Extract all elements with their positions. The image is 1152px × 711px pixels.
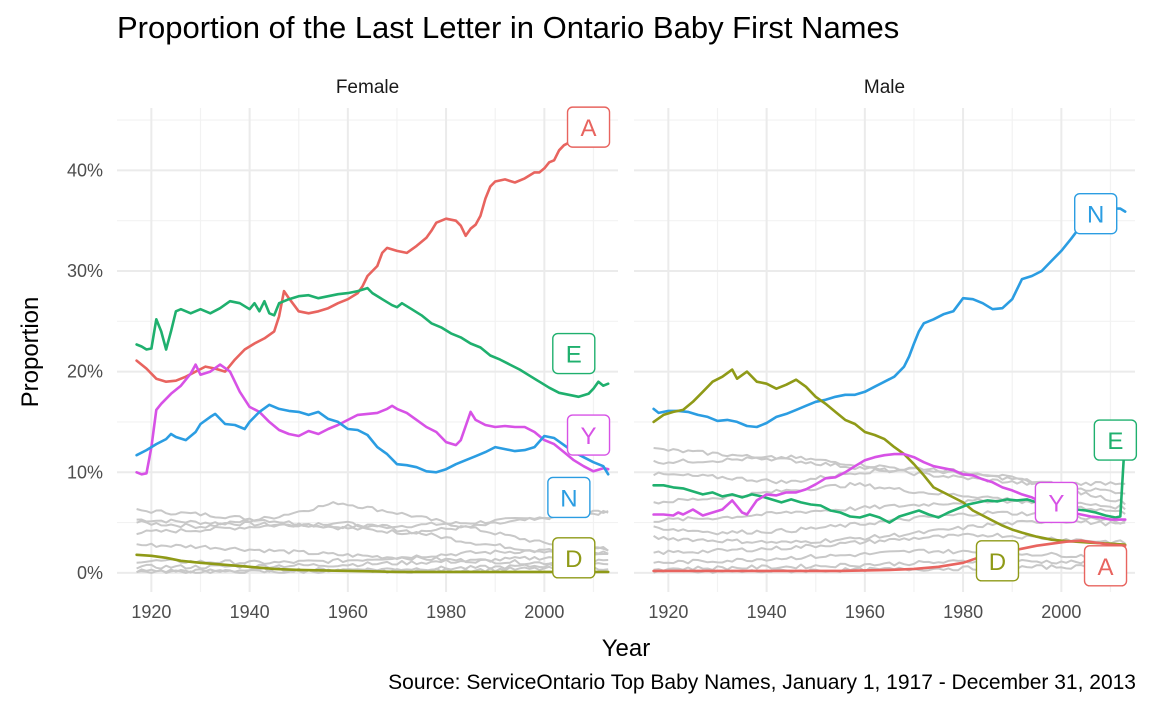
series-label-box bbox=[566, 106, 611, 148]
x-tick-label: 2000 bbox=[524, 602, 564, 622]
y-tick-label: 30% bbox=[67, 261, 103, 281]
facet-strip-label: Female bbox=[336, 77, 399, 98]
series-line-a bbox=[135, 122, 610, 383]
series-line-n bbox=[652, 207, 1127, 429]
y-tick-label: 0% bbox=[77, 563, 103, 583]
series-label-box bbox=[1074, 192, 1118, 235]
panel-female: Female 1920 1940 1960 1980 2000 0% 10% 20% 30% 40%… bbox=[67, 77, 618, 622]
series-label-e: E bbox=[1093, 419, 1138, 461]
x-tick-label: 1940 bbox=[747, 602, 787, 622]
x-tick-label: 1980 bbox=[943, 602, 983, 622]
x-tick-label: 2000 bbox=[1041, 602, 1081, 622]
other-letter-line bbox=[653, 548, 1126, 565]
series-label-n: N bbox=[547, 476, 591, 519]
series-label-n: N bbox=[1074, 192, 1118, 235]
panel-male: Male 1920 1940 1960 1980 2000 N D E Y A bbox=[634, 77, 1138, 622]
x-tick-label: 1960 bbox=[845, 602, 885, 622]
series-label-text: Y bbox=[1048, 490, 1064, 517]
series-label-box bbox=[552, 537, 596, 579]
series-label-y: Y bbox=[566, 414, 611, 456]
series-label-d: D bbox=[975, 540, 1020, 582]
facet-strip-label: Male bbox=[864, 77, 905, 98]
series-label-box bbox=[1034, 481, 1079, 524]
series-label-box bbox=[1083, 545, 1128, 587]
x-axis-title: Year bbox=[602, 635, 651, 662]
series-label-a: A bbox=[1083, 545, 1128, 587]
x-tick-label: 1940 bbox=[230, 602, 270, 622]
x-tick-label: 1920 bbox=[131, 602, 171, 622]
series-label-box bbox=[547, 476, 591, 519]
series-label-box bbox=[975, 540, 1020, 582]
x-tick-label: 1920 bbox=[648, 602, 688, 622]
y-tick-label: 20% bbox=[67, 362, 103, 382]
series-line-e bbox=[135, 286, 610, 399]
series-label-a: A bbox=[566, 106, 611, 148]
series-line-d bbox=[652, 368, 1127, 546]
series-label-text: E bbox=[566, 342, 582, 369]
y-tick-label: 10% bbox=[67, 462, 103, 482]
series-label-text: D bbox=[989, 549, 1006, 576]
other-letter-line bbox=[136, 553, 609, 570]
series-label-box bbox=[552, 332, 596, 375]
series-label-text: D bbox=[565, 546, 582, 573]
x-tick-label: 1980 bbox=[426, 602, 466, 622]
series-line-n bbox=[135, 403, 610, 476]
series-label-text: A bbox=[1098, 554, 1114, 581]
other-letter-line bbox=[653, 558, 1126, 572]
chart-caption: Source: ServiceOntario Top Baby Names, J… bbox=[388, 671, 1136, 694]
series-label-text: E bbox=[1107, 428, 1123, 455]
y-tick-label: 40% bbox=[67, 160, 103, 180]
series-label-text: N bbox=[560, 485, 577, 512]
series-label-text: N bbox=[1087, 202, 1104, 229]
series-label-box bbox=[566, 414, 611, 456]
y-axis-title: Proportion bbox=[17, 297, 44, 408]
other-letter-line bbox=[136, 508, 609, 536]
series-line-d bbox=[135, 553, 610, 574]
other-letter-line bbox=[136, 542, 609, 566]
chart-title: Proportion of the Last Letter in Ontario… bbox=[117, 10, 899, 45]
series-label-text: Y bbox=[581, 423, 597, 450]
series-label-y: Y bbox=[1034, 481, 1079, 524]
series-label-d: D bbox=[552, 537, 596, 579]
series-line-y bbox=[135, 363, 610, 476]
series-label-e: E bbox=[552, 332, 596, 375]
series-label-box bbox=[1093, 419, 1138, 461]
series-label-text: A bbox=[581, 115, 597, 142]
x-tick-label: 1960 bbox=[328, 602, 368, 622]
